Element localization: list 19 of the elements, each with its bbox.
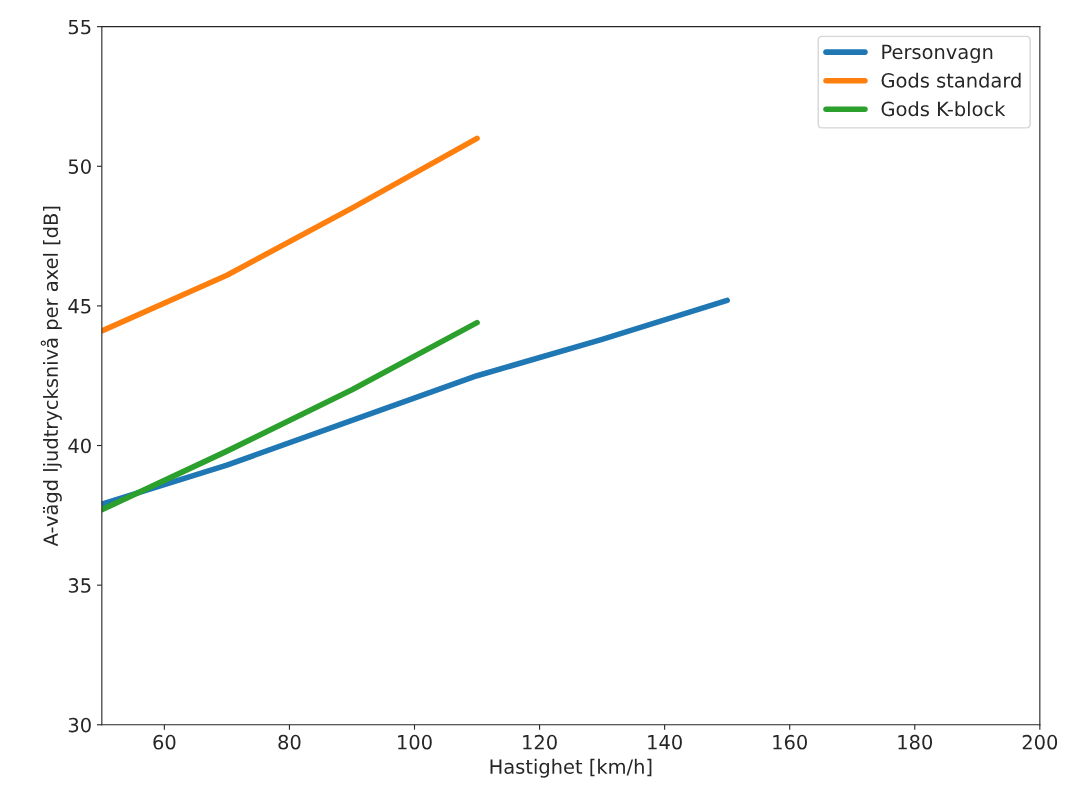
legend-label: Gods standard <box>881 72 1021 88</box>
x-tick-label: 160 <box>773 734 807 750</box>
y-tick-label: 40 <box>68 438 91 454</box>
x-tick-label: 180 <box>898 734 933 750</box>
y-tick-label: 55 <box>68 19 91 35</box>
x-tick-label: 80 <box>278 734 301 750</box>
x-tick-label: 140 <box>648 734 682 750</box>
legend-label: Gods K-block <box>881 101 1006 117</box>
y-tick-label: 50 <box>68 159 91 174</box>
legend-label: Personvagn <box>882 44 993 63</box>
y-axis-title: A-vägd ljudtrycksnivå per axel [dB] <box>40 206 62 547</box>
y-tick-label: 45 <box>68 299 91 314</box>
x-axis-title: Hastighet [km/h] <box>490 758 652 778</box>
x-tick-label: 120 <box>523 734 557 750</box>
x-tick-label: 200 <box>1022 734 1058 750</box>
x-tick-label: 100 <box>398 734 432 750</box>
y-tick-label: 35 <box>68 578 91 593</box>
y-tick-label: 30 <box>68 717 91 733</box>
x-tick-label: 60 <box>153 734 176 750</box>
